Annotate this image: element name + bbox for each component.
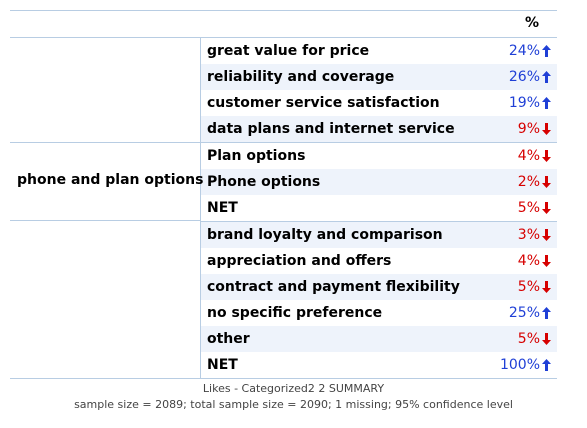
- table-row: data plans and internet service 9%: [201, 116, 557, 143]
- percent-value: 2%: [518, 174, 557, 190]
- table-row: NET 5%: [201, 195, 557, 222]
- percent-value: 100%: [500, 357, 557, 373]
- percent-text: 9%: [517, 121, 540, 137]
- percent-column-header: %: [524, 15, 539, 31]
- percent-text: 4%: [517, 148, 540, 164]
- percent-value: 5%: [518, 331, 557, 347]
- percent-text: 25%: [508, 305, 540, 321]
- percent-value: 24%: [509, 43, 557, 59]
- group-separator: [10, 142, 200, 143]
- arrow-down-icon: [542, 333, 551, 345]
- category-rows: great value for price 24% reliability and …: [200, 38, 557, 378]
- arrow-down-icon: [542, 123, 551, 135]
- percent-value: 4%: [518, 253, 557, 269]
- category-label: Phone options: [207, 174, 321, 190]
- percent-value: 5%: [518, 200, 557, 216]
- table-body: phone and plan options great value for p…: [10, 38, 557, 379]
- table-row: Plan options 4%: [201, 143, 557, 169]
- table-row: great value for price 24%: [201, 38, 557, 64]
- percent-value: 19%: [509, 95, 557, 111]
- percent-text: 24%: [508, 43, 540, 59]
- category-label: brand loyalty and comparison: [207, 227, 443, 243]
- percent-text: 3%: [517, 227, 540, 243]
- percent-text: 26%: [508, 69, 540, 85]
- arrow-up-icon: [542, 307, 551, 319]
- category-label: NET: [207, 200, 238, 216]
- arrow-down-icon: [542, 176, 551, 188]
- percent-text: 19%: [508, 95, 540, 111]
- percent-value: 9%: [518, 121, 557, 137]
- footer-title: Likes - Categorized2 2 SUMMARY: [202, 382, 385, 395]
- table-row: no specific preference 25%: [201, 300, 557, 326]
- percent-value: 25%: [509, 305, 557, 321]
- percent-text: 2%: [517, 174, 540, 190]
- percent-text: 100%: [499, 357, 540, 373]
- table-row: brand loyalty and comparison 3%: [201, 222, 557, 248]
- category-label: no specific preference: [207, 305, 383, 321]
- group-separator: [10, 220, 200, 221]
- category-label: appreciation and offers: [207, 253, 392, 269]
- table-row: other 5%: [201, 326, 557, 352]
- percent-value: 26%: [509, 69, 557, 85]
- table-row: Phone options 2%: [201, 169, 557, 195]
- row-group-label: phone and plan options: [17, 172, 204, 188]
- arrow-up-icon: [542, 45, 551, 57]
- arrow-up-icon: [542, 71, 551, 83]
- percent-text: 5%: [517, 200, 540, 216]
- category-label: contract and payment flexibility: [207, 279, 460, 295]
- arrow-down-icon: [542, 229, 551, 241]
- category-label: NET: [207, 357, 238, 373]
- category-label: customer service satisfaction: [207, 95, 440, 111]
- table-row: reliability and coverage 26%: [201, 64, 557, 90]
- table-row: contract and payment flexibility 5%: [201, 274, 557, 300]
- arrow-down-icon: [542, 202, 551, 214]
- table-row: customer service satisfaction 19%: [201, 90, 557, 116]
- percent-value: 5%: [518, 279, 557, 295]
- percent-value: 3%: [518, 227, 557, 243]
- footer-stats: sample size = 2089; total sample size = …: [74, 398, 513, 411]
- arrow-down-icon: [542, 150, 551, 162]
- category-label: Plan options: [207, 148, 306, 164]
- percent-value: 4%: [518, 148, 557, 164]
- category-label: other: [207, 331, 250, 347]
- row-group-cell: phone and plan options: [10, 38, 204, 378]
- arrow-up-icon: [542, 97, 551, 109]
- summary-table: % phone and plan options great value for…: [10, 10, 557, 379]
- percent-text: 5%: [517, 279, 540, 295]
- arrow-up-icon: [542, 359, 551, 371]
- table-row: NET 100%: [201, 352, 557, 378]
- table-header: %: [10, 10, 557, 38]
- arrow-down-icon: [542, 281, 551, 293]
- category-label: data plans and internet service: [207, 121, 455, 137]
- category-label: reliability and coverage: [207, 69, 395, 85]
- table-row: appreciation and offers 4%: [201, 248, 557, 274]
- category-label: great value for price: [207, 43, 370, 59]
- arrow-down-icon: [542, 255, 551, 267]
- percent-text: 4%: [517, 253, 540, 269]
- percent-text: 5%: [517, 331, 540, 347]
